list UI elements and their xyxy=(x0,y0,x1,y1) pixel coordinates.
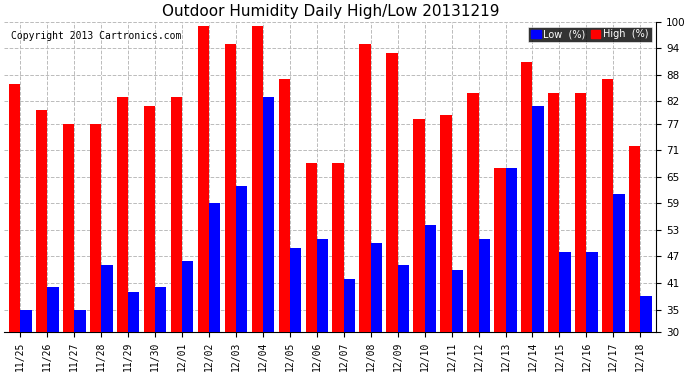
Bar xyxy=(317,239,328,375)
Bar xyxy=(586,252,598,375)
Bar xyxy=(371,243,382,375)
Bar xyxy=(63,124,75,375)
Bar xyxy=(629,146,640,375)
Bar xyxy=(359,44,371,375)
Bar xyxy=(90,124,101,375)
Bar xyxy=(236,186,247,375)
Bar xyxy=(117,97,128,375)
Bar xyxy=(155,288,166,375)
Bar xyxy=(575,93,586,375)
Bar xyxy=(506,168,517,375)
Title: Outdoor Humidity Daily High/Low 20131219: Outdoor Humidity Daily High/Low 20131219 xyxy=(161,4,499,19)
Bar xyxy=(9,84,20,375)
Bar xyxy=(560,252,571,375)
Legend: Low  (%), High  (%): Low (%), High (%) xyxy=(528,27,651,42)
Bar xyxy=(225,44,236,375)
Bar xyxy=(452,270,463,375)
Bar xyxy=(263,97,274,375)
Bar xyxy=(548,93,560,375)
Bar xyxy=(48,288,59,375)
Bar xyxy=(36,110,48,375)
Bar xyxy=(413,119,424,375)
Bar xyxy=(344,279,355,375)
Bar xyxy=(252,26,263,375)
Bar xyxy=(533,106,544,375)
Bar xyxy=(479,239,490,375)
Bar xyxy=(640,296,651,375)
Bar xyxy=(521,62,533,375)
Text: Copyright 2013 Cartronics.com: Copyright 2013 Cartronics.com xyxy=(10,31,181,41)
Bar xyxy=(209,203,220,375)
Bar xyxy=(198,26,209,375)
Bar xyxy=(613,195,624,375)
Bar xyxy=(101,265,112,375)
Bar xyxy=(602,79,613,375)
Bar xyxy=(182,261,193,375)
Bar xyxy=(386,53,397,375)
Bar xyxy=(333,164,344,375)
Bar xyxy=(170,97,182,375)
Bar xyxy=(144,106,155,375)
Bar xyxy=(440,115,452,375)
Bar xyxy=(128,292,139,375)
Bar xyxy=(424,225,436,375)
Bar xyxy=(279,79,290,375)
Bar xyxy=(290,248,302,375)
Bar xyxy=(75,310,86,375)
Bar xyxy=(467,93,479,375)
Bar xyxy=(494,168,506,375)
Bar xyxy=(397,265,409,375)
Bar xyxy=(20,310,32,375)
Bar xyxy=(306,164,317,375)
